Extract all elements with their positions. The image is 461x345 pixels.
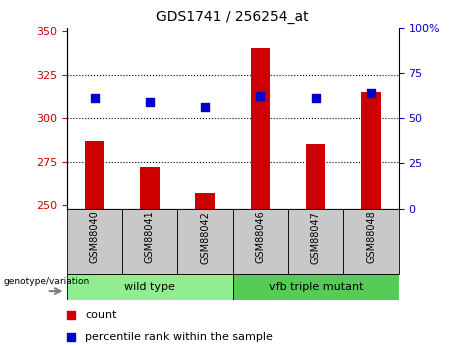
Point — [68, 335, 75, 340]
Text: GSM88048: GSM88048 — [366, 211, 376, 264]
Text: GSM88041: GSM88041 — [145, 211, 155, 264]
Text: percentile rank within the sample: percentile rank within the sample — [85, 332, 273, 342]
Text: GSM88046: GSM88046 — [255, 211, 266, 264]
Point — [91, 96, 98, 101]
Text: GSM88040: GSM88040 — [89, 211, 100, 264]
Text: wild type: wild type — [124, 282, 175, 292]
Bar — [122, 209, 177, 274]
Text: count: count — [85, 310, 117, 320]
Text: GSM88042: GSM88042 — [200, 211, 210, 264]
Bar — [361, 92, 381, 209]
Point — [146, 99, 154, 105]
Bar — [85, 141, 104, 209]
Bar — [140, 167, 160, 209]
Text: GSM88047: GSM88047 — [311, 211, 321, 264]
Bar — [67, 274, 233, 300]
Point — [312, 96, 319, 101]
Bar — [251, 49, 270, 209]
Bar — [195, 193, 215, 209]
Bar — [288, 209, 343, 274]
Point — [68, 312, 75, 317]
Bar — [67, 209, 122, 274]
Bar — [343, 209, 399, 274]
Point — [367, 90, 375, 96]
Bar — [233, 274, 399, 300]
Text: vfb triple mutant: vfb triple mutant — [269, 282, 363, 292]
Bar — [233, 209, 288, 274]
Text: genotype/variation: genotype/variation — [3, 277, 89, 286]
Point — [201, 105, 209, 110]
Title: GDS1741 / 256254_at: GDS1741 / 256254_at — [156, 10, 309, 24]
Bar — [177, 209, 233, 274]
Bar — [306, 144, 325, 209]
Point — [257, 93, 264, 99]
